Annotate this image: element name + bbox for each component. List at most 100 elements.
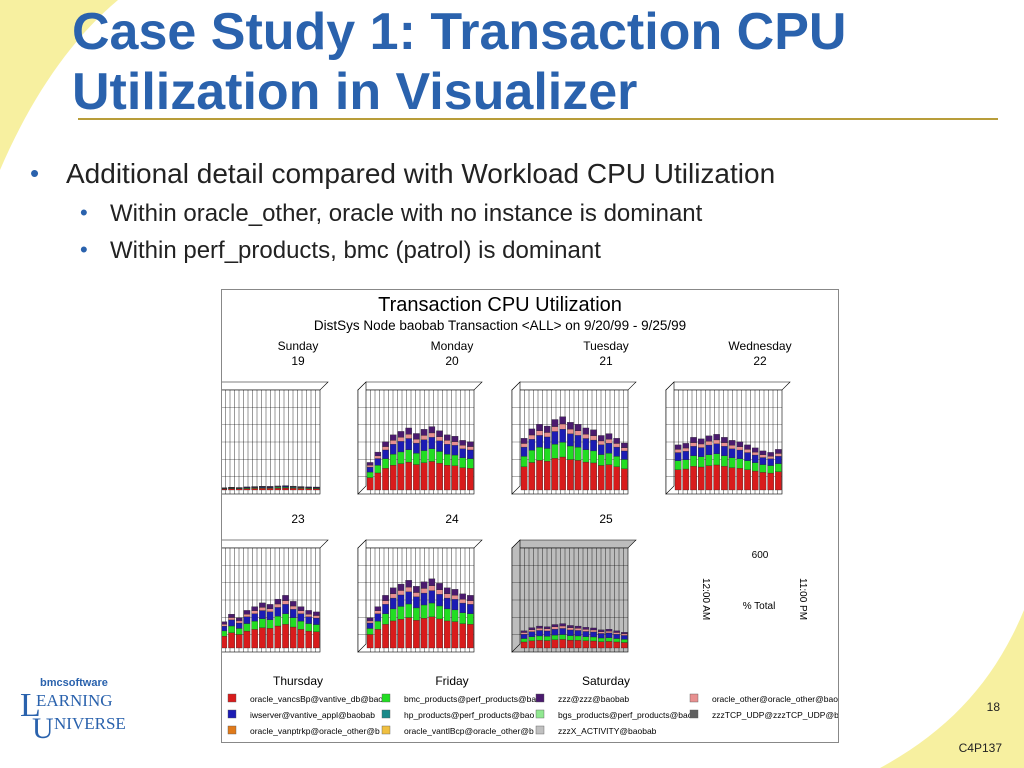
bar-segment [674, 449, 682, 453]
bar-segment [520, 466, 528, 491]
bar-segment [274, 625, 282, 649]
bar-segment [451, 599, 459, 611]
bar-segment [443, 465, 451, 491]
bar-segment [559, 628, 566, 635]
bar-segment [528, 434, 536, 440]
bullet-dot: • [30, 158, 40, 188]
bar-segment [759, 472, 767, 491]
bar-segment [274, 607, 282, 617]
bar-segment [713, 434, 720, 441]
bar-segment [567, 635, 574, 641]
bar-segment [366, 462, 374, 466]
bar-segment [428, 578, 436, 586]
bar-segment [382, 600, 389, 605]
bar-segment [436, 463, 443, 491]
bar-segment [382, 449, 389, 459]
bar-segment [759, 457, 767, 465]
panel-date-label: 21 [599, 354, 613, 368]
logo-line-2: NIVERSE [54, 714, 126, 733]
bar-segment [282, 600, 289, 605]
bar-segment [543, 628, 551, 632]
bar-segment [721, 466, 728, 491]
bar-segment [366, 471, 374, 478]
bar-segment [397, 619, 405, 649]
panel-day-label: Tuesday [583, 339, 629, 353]
bar-segment [436, 430, 443, 437]
bar-segment [467, 595, 474, 601]
panel-top-face [357, 539, 483, 549]
bar-segment [567, 459, 574, 491]
bar-segment [574, 625, 582, 629]
bar-segment [389, 440, 397, 445]
bar-segment [621, 450, 628, 460]
panel-group: Sunday19Monday20Tuesday21Wednesday2223Th… [222, 339, 792, 688]
bar-segment [559, 416, 566, 425]
bar-segment [289, 488, 297, 491]
bar-segment [551, 426, 559, 432]
bar-segment [382, 446, 389, 451]
bar-segment [543, 432, 551, 438]
bar-segment [243, 610, 251, 615]
bar-segment [420, 429, 428, 436]
bar-segment [697, 466, 705, 491]
legend-label: oracle_other@oracle_other@bao [712, 694, 838, 704]
bar-segment [413, 586, 420, 593]
bar-segment [528, 462, 536, 491]
bar-segment [567, 639, 574, 649]
bar-segment [366, 628, 374, 635]
bar-segment [775, 453, 782, 457]
bar-segment [397, 437, 405, 442]
bar-segment [467, 458, 474, 469]
bar-segment [536, 640, 543, 649]
bar-segment [567, 445, 574, 460]
bar-segment [543, 640, 551, 649]
bar-segment [428, 602, 436, 618]
bar-segment [451, 441, 459, 446]
bar-segment [559, 634, 566, 640]
bar-segment [574, 635, 582, 641]
bar-segment [697, 447, 705, 457]
learning-universe-logo: bmcsoftware L EARNING U NIVERSE [18, 672, 158, 748]
bar-segment [274, 488, 282, 491]
bar-segment [597, 435, 605, 442]
bar-segment [690, 466, 697, 491]
bar-segment [266, 628, 274, 649]
bar-segment [536, 628, 543, 631]
title-line-1: Case Study 1: Transaction CPU [72, 3, 847, 61]
bar-segment [690, 442, 697, 447]
bar-segment [551, 634, 559, 640]
bar-segment [374, 610, 382, 614]
bullet-dot: • [80, 237, 88, 262]
sub-bullet-2-text: Within perf_products, bmc (patrol) is do… [110, 237, 601, 264]
bar-segment [582, 631, 590, 637]
bar-segment [682, 451, 690, 460]
axis-key: 600 % Total 12:00 AM 11:00 PM [700, 550, 808, 620]
bar-segment [551, 431, 559, 445]
bar-segment [590, 627, 597, 631]
bar-segment [282, 595, 289, 601]
panel-side-face [357, 539, 367, 653]
bar-segment [228, 488, 235, 491]
chart-panel: 24 Friday [357, 512, 483, 688]
bar-segment [674, 444, 682, 450]
bar-segment [674, 460, 682, 470]
panel-top-face [222, 539, 329, 549]
bar-segment [259, 607, 266, 611]
bar-segment [266, 488, 274, 491]
panel-day-label: Monday [431, 339, 474, 353]
bar-segment [420, 618, 428, 649]
bar-segment [305, 488, 312, 491]
bar-segment [451, 595, 459, 600]
bar-segment [467, 613, 474, 625]
bar-segment [597, 631, 605, 634]
bar-segment [382, 604, 389, 614]
bar-segment [574, 628, 582, 631]
panel-day-label: Wednesday [728, 339, 791, 353]
bar-segment [467, 441, 474, 447]
legend-label: iwserver@vantive_appl@baobab [250, 710, 375, 720]
bar-segment [243, 623, 251, 632]
bar-segment [621, 639, 628, 643]
bar-segment [266, 604, 274, 609]
logo-mark: bmcsoftware L EARNING U NIVERSE [20, 677, 126, 745]
